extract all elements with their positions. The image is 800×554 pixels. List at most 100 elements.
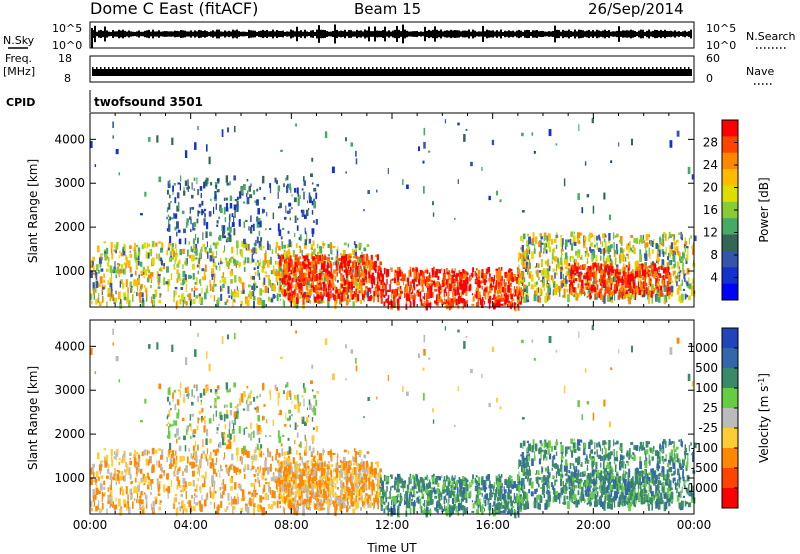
velocity-cell: [179, 455, 183, 463]
power-cell: [208, 156, 211, 165]
power-cell: [265, 228, 267, 231]
velocity-cell: [141, 499, 144, 505]
nsky-bar: [110, 31, 112, 37]
power-cell: [488, 301, 490, 309]
nsky-bar: [664, 29, 666, 39]
power-cell: [138, 278, 140, 284]
power-cell: [333, 274, 335, 281]
power-cell: [532, 232, 535, 239]
velocity-cell: [187, 456, 189, 464]
nsky-bar: [178, 31, 180, 37]
nsky-bar: [220, 31, 222, 37]
nsky-bar: [238, 31, 240, 37]
nsky-bar: [226, 31, 228, 37]
velocity-cell: [235, 447, 239, 456]
power-cell: [184, 180, 188, 187]
power-cell: [298, 283, 302, 289]
power-cell: [670, 285, 674, 293]
power-cell: [572, 274, 575, 280]
power-cell: [555, 264, 558, 272]
power-cell: [167, 180, 169, 186]
velocity-cell: [316, 450, 319, 456]
nsky-bar: [492, 30, 494, 38]
velocity-cell: [362, 475, 365, 483]
power-cell: [451, 270, 454, 273]
freq-jitter: [104, 67, 106, 71]
velocity-cell: [247, 491, 251, 495]
power-cell: [610, 266, 614, 273]
nsky-bar: [678, 31, 680, 37]
nsky-bar: [332, 30, 334, 38]
power-cell: [314, 284, 317, 288]
power-cell: [314, 255, 317, 259]
power-cell: [454, 284, 456, 287]
power-cell: [631, 250, 634, 253]
power-cell: [582, 242, 586, 246]
nsky-bar: [646, 30, 648, 38]
nsky-bar: [550, 31, 552, 37]
power-cell: [596, 284, 599, 290]
power-cell: [678, 268, 681, 272]
power-cell: [386, 298, 389, 304]
power-cell: [554, 272, 558, 275]
freq-jitter: [272, 67, 274, 71]
nsky-bar: [330, 31, 332, 37]
power-cell: [535, 270, 538, 275]
freq-jitter: [524, 67, 526, 71]
power-cell: [580, 293, 582, 296]
power-cell: [536, 263, 538, 268]
power-cell: [527, 293, 529, 300]
nsky-bar: [528, 29, 530, 39]
power-cell: [256, 236, 259, 244]
power-cell: [349, 259, 352, 264]
velocity-cell: [246, 506, 250, 514]
power-cell: [135, 280, 139, 287]
power-cell: [453, 217, 456, 220]
nsky-bar: [120, 30, 122, 38]
power-cell: [600, 270, 603, 275]
power-cell: [330, 257, 334, 260]
freq-jitter: [556, 67, 558, 71]
power-cell: [377, 290, 379, 298]
power-cell: [456, 272, 458, 281]
power-cell: [519, 273, 521, 279]
power-cell: [525, 258, 528, 262]
power-cell: [511, 302, 514, 307]
power-cell: [524, 268, 528, 272]
nsky-bar: [362, 31, 364, 37]
nsky-bar: [534, 30, 536, 38]
velocity-cell: [345, 489, 349, 498]
power-cell: [98, 269, 100, 274]
power-cell: [199, 262, 201, 270]
power-cell: [355, 150, 357, 157]
power-cell: [266, 212, 268, 217]
power-cell: [577, 292, 580, 298]
power-cell: [338, 257, 342, 262]
power-cell: [559, 286, 562, 291]
velocity-cell: [99, 470, 102, 475]
velocity-cell: [205, 454, 207, 462]
power-cell: [292, 290, 295, 295]
power-cell: [179, 175, 182, 182]
nsearch-tick-bottom: 10^0: [706, 39, 736, 52]
nsky-bar: [158, 30, 160, 38]
power-cell: [184, 274, 187, 281]
power-cell: [232, 258, 236, 264]
velocity-cell: [238, 484, 242, 490]
power-cell: [352, 249, 355, 255]
velocity-cell: [173, 503, 175, 510]
power-cell: [336, 271, 338, 277]
power-cell: [517, 289, 520, 297]
velocity-cell: [101, 460, 104, 463]
power-cell: [650, 280, 652, 284]
power-cell: [256, 188, 259, 192]
freq-jitter: [548, 67, 550, 70]
power-cell: [568, 279, 571, 283]
power-cell: [357, 244, 360, 248]
power-cell: [177, 201, 180, 209]
power-cell: [656, 294, 658, 302]
velocity-cell: [347, 493, 351, 500]
nsky-bar: [162, 31, 164, 37]
power-cell: [429, 285, 432, 291]
velocity-cell: [170, 479, 173, 488]
